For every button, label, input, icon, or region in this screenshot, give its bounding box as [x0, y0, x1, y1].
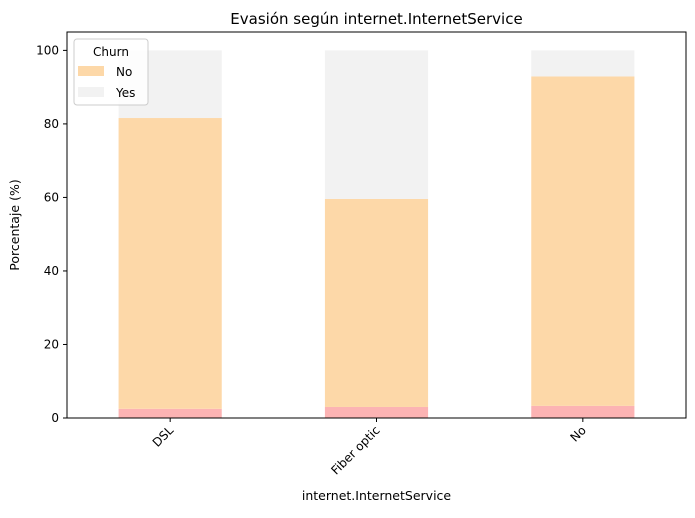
x-axis: DSL Fiber optic No: [150, 418, 589, 477]
x-tick-label: DSL: [150, 423, 177, 450]
legend-swatch-yes: [78, 87, 104, 97]
y-tick-label: 80: [44, 117, 59, 131]
x-axis-label: internet.InternetService: [302, 488, 452, 503]
x-tick-label: Fiber optic: [328, 423, 382, 477]
bar-segment-2-2: [324, 198, 429, 407]
bar-segment-3-3: [531, 50, 635, 77]
bar-segment-1-2: [324, 406, 429, 418]
bar-segment-1-3: [531, 405, 635, 418]
bar-segment-1-1: [118, 408, 222, 418]
y-axis-label: Porcentaje (%): [7, 179, 22, 270]
x-tick-label: No: [568, 423, 589, 444]
legend-title: Churn: [93, 45, 129, 59]
y-tick-label: 20: [44, 337, 59, 351]
y-tick-label: 60: [44, 190, 59, 204]
legend: Churn No Yes: [73, 38, 149, 106]
legend-label-yes: Yes: [115, 86, 135, 100]
plot-frame: [66, 31, 687, 419]
bar-segment-2-1: [118, 118, 222, 409]
chart-title: Evasión según internet.InternetService: [230, 10, 522, 28]
bar-segment-2-3: [531, 76, 635, 406]
bars-layer: [118, 50, 635, 418]
y-tick-label: 0: [51, 411, 59, 425]
y-axis: 0 20 40 60 80 100: [36, 43, 67, 425]
y-tick-label: 40: [44, 264, 59, 278]
y-tick-label: 100: [36, 43, 59, 57]
legend-label-no: No: [116, 65, 132, 79]
legend-swatch-no: [78, 66, 104, 76]
bar-segment-3-2: [324, 50, 429, 199]
